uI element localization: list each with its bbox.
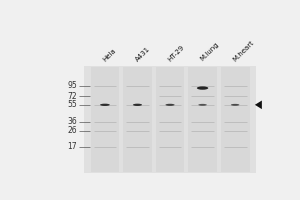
FancyBboxPatch shape: [156, 67, 184, 172]
Ellipse shape: [166, 104, 175, 106]
Text: M.lung: M.lung: [200, 42, 220, 62]
Polygon shape: [255, 101, 262, 109]
FancyBboxPatch shape: [84, 66, 256, 173]
Text: 95: 95: [67, 81, 77, 90]
Text: 26: 26: [68, 126, 77, 135]
FancyBboxPatch shape: [123, 67, 152, 172]
Text: Hela: Hela: [102, 47, 117, 62]
Ellipse shape: [198, 104, 207, 106]
Text: HT-29: HT-29: [167, 44, 185, 62]
FancyBboxPatch shape: [221, 67, 250, 172]
Text: A431: A431: [134, 45, 152, 62]
Text: 72: 72: [68, 92, 77, 101]
Ellipse shape: [197, 86, 208, 90]
Ellipse shape: [231, 104, 239, 106]
Ellipse shape: [100, 104, 110, 106]
FancyBboxPatch shape: [91, 67, 119, 172]
FancyBboxPatch shape: [188, 67, 217, 172]
Text: M.heart: M.heart: [232, 39, 255, 62]
Text: 55: 55: [67, 100, 77, 109]
Text: 17: 17: [68, 142, 77, 151]
Ellipse shape: [133, 104, 142, 106]
Text: 36: 36: [67, 117, 77, 126]
